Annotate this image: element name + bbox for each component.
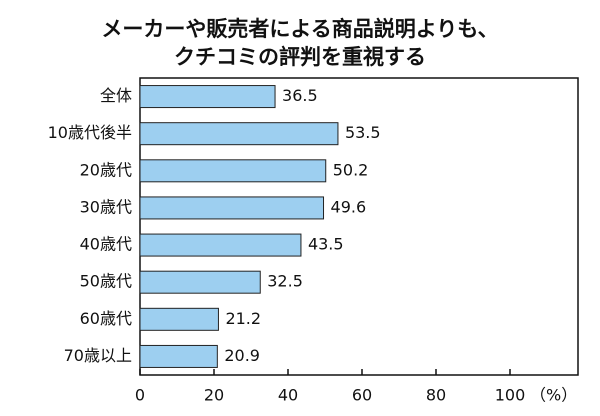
y-tick-label: 60歳代 <box>80 309 132 328</box>
x-tick-label: 20 <box>204 386 224 405</box>
y-tick-label: 20歳代 <box>80 160 132 179</box>
y-tick-label: 50歳代 <box>80 272 132 291</box>
bar <box>139 344 218 368</box>
x-tick-label: 60 <box>352 386 372 405</box>
bar <box>139 233 302 257</box>
y-tick-label: 40歳代 <box>80 235 132 254</box>
y-tick-label: 30歳代 <box>80 197 132 216</box>
bar <box>139 85 276 109</box>
value-label: 49.6 <box>331 197 367 216</box>
bar <box>139 307 219 331</box>
value-label: 21.2 <box>225 309 261 328</box>
value-label: 32.5 <box>267 272 303 291</box>
y-tick-label: 70歳以上 <box>64 346 132 365</box>
value-label: 43.5 <box>308 235 344 254</box>
x-tick-label: 100 <box>495 386 526 405</box>
bar <box>139 122 339 146</box>
x-unit-label: （%） <box>530 386 577 405</box>
x-tick-label: 0 <box>135 386 145 405</box>
value-label: 50.2 <box>333 160 369 179</box>
y-tick-label: 10歳代後半 <box>48 123 132 142</box>
y-tick-label: 全体 <box>100 86 132 105</box>
x-tick-label: 80 <box>426 386 446 405</box>
value-label: 53.5 <box>345 123 381 142</box>
chart-title: メーカーや販売者による商品説明よりも、 <box>101 17 498 41</box>
plot-frame <box>139 77 579 376</box>
bar <box>139 159 327 183</box>
value-label: 20.9 <box>224 346 260 365</box>
value-label: 36.5 <box>282 86 318 105</box>
chart-title: クチコミの評判を重視する <box>174 45 426 69</box>
bar <box>139 196 325 220</box>
bar <box>139 270 261 294</box>
x-tick-label: 40 <box>278 386 298 405</box>
